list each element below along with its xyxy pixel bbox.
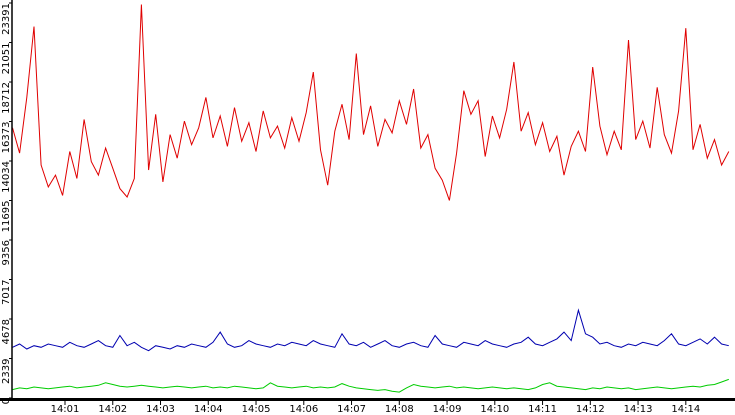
- x-tick-label: 14:01: [51, 404, 80, 415]
- series-line: [12, 4, 730, 201]
- x-tick-label: 14:08: [385, 404, 414, 415]
- series-line: [12, 308, 729, 352]
- y-tick-label: 7017: [1, 280, 12, 305]
- x-tick-label: 14:11: [528, 404, 557, 415]
- x-axis-bar: [0, 398, 735, 401]
- y-tick-label: 14034: [1, 161, 12, 193]
- x-tick-label: 14:07: [337, 404, 366, 415]
- y-tick-label: 4678: [1, 319, 12, 344]
- x-tick-label: 14:05: [242, 404, 271, 415]
- series-line: [12, 378, 729, 393]
- y-tick-label: 16373: [1, 122, 12, 154]
- x-tick-label: 14:06: [289, 404, 318, 415]
- y-tick-label: 18712: [1, 82, 12, 114]
- x-tick-label: 14:02: [98, 404, 127, 415]
- x-tick-label: 14:09: [433, 404, 462, 415]
- y-tick-label: 0: [1, 398, 12, 404]
- x-tick-label: 14:10: [480, 404, 509, 415]
- y-tick-label: 21051: [1, 43, 12, 75]
- x-tick-label: 14:12: [576, 404, 605, 415]
- y-tick-label: 2339: [1, 359, 12, 384]
- y-tick-label: 23391: [1, 3, 12, 35]
- x-tick-label: 14:04: [194, 404, 223, 415]
- x-tick-label: 14:03: [146, 404, 175, 415]
- x-tick-label: 14:14: [671, 404, 700, 415]
- y-tick-label: 9356: [1, 240, 12, 265]
- y-tick-label: 11695: [1, 201, 12, 233]
- x-tick-label: 14:13: [624, 404, 653, 415]
